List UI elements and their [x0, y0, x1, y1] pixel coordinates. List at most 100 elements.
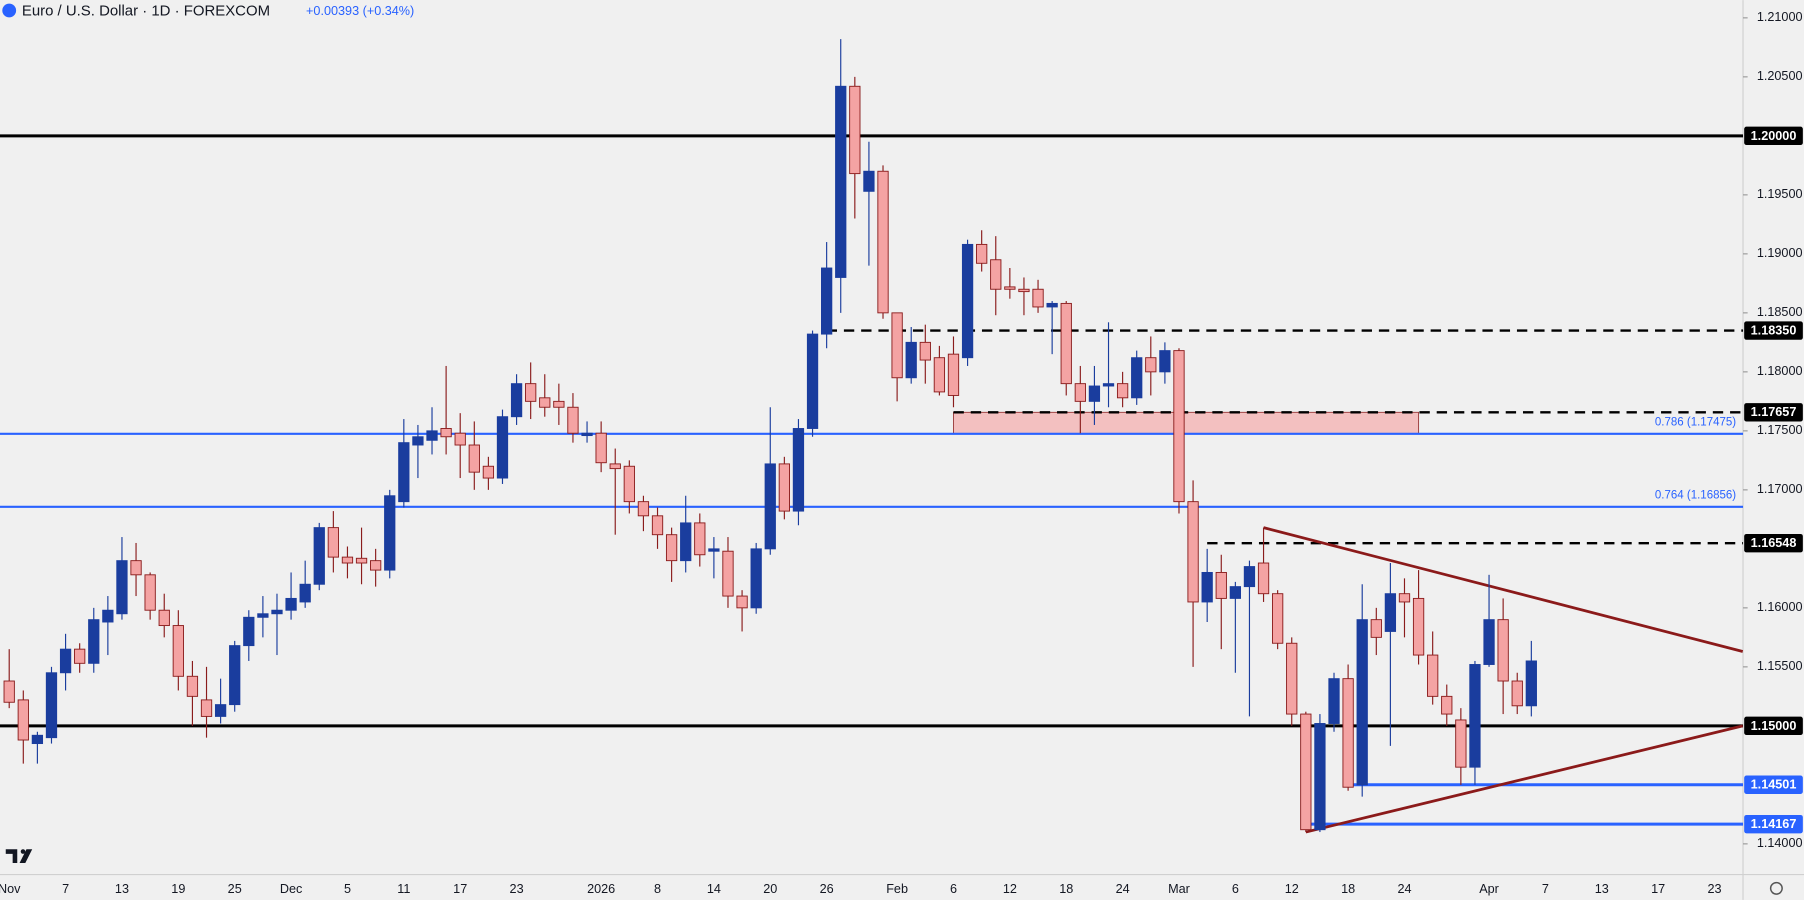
candle-body [863, 170, 875, 192]
candle-body [835, 85, 847, 278]
candle-body [412, 436, 424, 446]
x-tick-label: 18 [1059, 882, 1073, 896]
settings-icon[interactable] [1769, 881, 1783, 895]
symbol-icon [2, 3, 17, 18]
candle-body [1328, 678, 1340, 724]
x-tick-label: Mar [1168, 882, 1190, 896]
candle-body [581, 432, 593, 437]
candle-body [1384, 593, 1397, 632]
logo-dot [20, 849, 26, 854]
x-tick-label: 23 [510, 882, 524, 896]
x-tick-label: 24 [1116, 882, 1130, 896]
candle-body [1272, 593, 1284, 644]
price-change: +0.00393 (+0.34%) [306, 4, 414, 18]
level-tag [1744, 814, 1803, 834]
candle-body [849, 85, 861, 175]
level-tag [1744, 126, 1803, 146]
candle-body [510, 383, 523, 418]
x-tick-label: 17 [1651, 882, 1665, 896]
x-tick-label: 19 [171, 882, 185, 896]
candle-body [1300, 713, 1312, 831]
candle-body [116, 560, 128, 615]
candle-body [88, 619, 100, 664]
candle-body [1116, 383, 1129, 399]
candle-body [976, 243, 988, 264]
candle-body [1102, 383, 1115, 387]
y-tick-label: 1.20500 [1757, 69, 1803, 83]
x-tick-label: 2026 [587, 882, 615, 896]
candle-body [1398, 593, 1411, 603]
candle-body [1257, 562, 1270, 595]
candle-body [1314, 723, 1326, 831]
candle-body [313, 527, 325, 585]
candle-body [567, 406, 579, 434]
level-tag [1744, 321, 1803, 340]
candle-body [1088, 385, 1101, 402]
candle-body [778, 463, 790, 512]
candle-body [1525, 660, 1537, 707]
candle-body [750, 548, 762, 609]
candle-body [355, 557, 368, 564]
candle-body [1046, 302, 1058, 308]
candle-body [1201, 571, 1213, 603]
y-tick-label: 1.21000 [1757, 10, 1803, 24]
x-tick-label: 6 [1232, 882, 1239, 896]
candle-body [651, 515, 664, 536]
candle-body [1229, 586, 1241, 599]
candle-body [130, 560, 142, 576]
candle-body [327, 527, 339, 558]
y-tick-label: 1.15500 [1757, 659, 1803, 673]
x-tick-label: 23 [1708, 882, 1722, 896]
candle-body [722, 550, 734, 597]
level-tag [1744, 533, 1803, 553]
candle-body [1131, 357, 1143, 399]
candle-body [17, 699, 29, 741]
candle-body [1187, 501, 1199, 603]
x-tick-label: 12 [1285, 882, 1299, 896]
candle-body [158, 609, 170, 627]
candle-body [1370, 619, 1382, 638]
candle-body [144, 574, 156, 611]
candle-body [1427, 654, 1439, 697]
candle-body [1342, 678, 1354, 788]
candle-body [821, 267, 833, 335]
candle-body [1060, 302, 1072, 385]
candle-body [919, 341, 931, 361]
candle-body [553, 400, 565, 408]
level-tag-label: 1.14167 [1751, 817, 1797, 831]
candle-body [595, 432, 607, 464]
candle-layer [3, 39, 1537, 833]
tv-logo [5, 849, 33, 864]
zone-layer [953, 411, 1420, 435]
y-tick-label: 1.18000 [1757, 364, 1803, 378]
candle-body [990, 259, 1002, 290]
candle-body [285, 597, 297, 611]
trendline [1263, 526, 1744, 653]
level-tag-label: 1.17657 [1751, 405, 1797, 419]
y-tick-label: 1.19500 [1757, 187, 1803, 201]
x-tick-label: 7 [1542, 882, 1549, 896]
x-tick-label: 18 [1341, 882, 1355, 896]
candle-body [172, 625, 184, 677]
level-tag-label: 1.14501 [1751, 778, 1797, 792]
candle-body [1286, 642, 1298, 715]
candle-body [384, 495, 396, 571]
x-tick-label: 6 [950, 882, 957, 896]
candle-body [74, 648, 86, 664]
level-tag-label: 1.16548 [1751, 536, 1797, 550]
candle-body [468, 444, 480, 473]
candle-body [370, 560, 382, 571]
candle-body [200, 699, 213, 717]
y-tick-label: 1.14000 [1757, 836, 1803, 850]
candle-body [341, 556, 354, 564]
candle-body [1145, 357, 1157, 373]
candle-body [3, 680, 15, 703]
level-tag-label: 1.15000 [1751, 719, 1797, 733]
x-tick-label: 13 [115, 882, 129, 896]
level-tag-label: 1.20000 [1751, 129, 1797, 143]
y-tick-label: 1.16000 [1757, 600, 1803, 614]
x-tick-label: 11 [397, 882, 410, 896]
candle-body [45, 672, 58, 739]
candle-body [736, 595, 748, 609]
candle-body [243, 616, 255, 647]
